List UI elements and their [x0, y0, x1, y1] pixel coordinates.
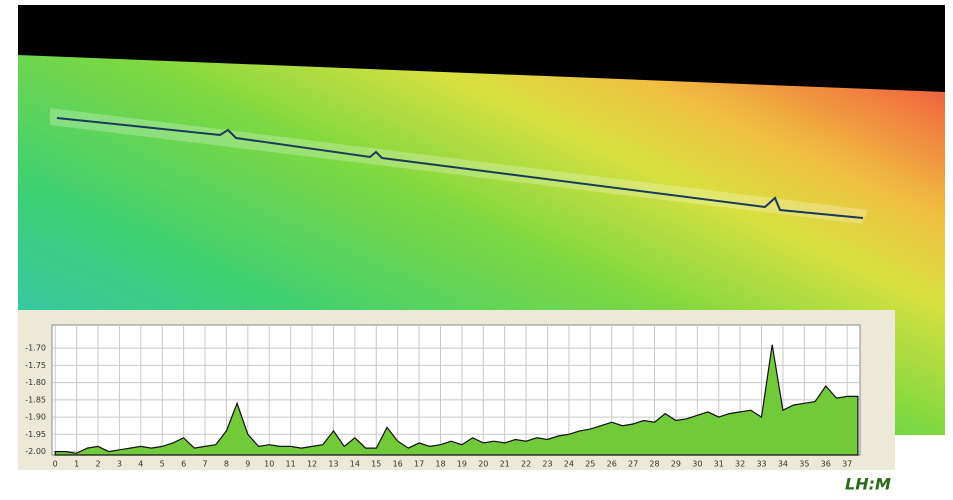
x-tick-label: 16 [393, 460, 403, 469]
x-tick-label: 0 [53, 460, 58, 469]
x-tick-label: 22 [521, 460, 531, 469]
y-tick-label: -2.00 [25, 447, 46, 456]
x-tick-label: 2 [95, 460, 100, 469]
x-tick-label: 35 [799, 460, 809, 469]
x-tick-label: 17 [414, 460, 424, 469]
x-tick-label: 31 [714, 460, 724, 469]
x-tick-label: 7 [202, 460, 207, 469]
brand-logo: LH:M [845, 475, 891, 494]
x-tick-label: 19 [457, 460, 467, 469]
x-tick-label: 8 [224, 460, 229, 469]
x-tick-label: 25 [585, 460, 595, 469]
x-tick-label: 27 [628, 460, 638, 469]
x-tick-label: 32 [735, 460, 745, 469]
y-tick-label: -1.95 [25, 430, 46, 439]
x-tick-label: 14 [350, 460, 360, 469]
y-tick-label: -1.85 [25, 395, 46, 404]
x-tick-label: 11 [286, 460, 296, 469]
x-tick-label: 18 [435, 460, 445, 469]
screen: -1.70-1.75-1.80-1.85-1.90-1.95-2.0001234… [0, 0, 953, 500]
x-tick-label: 6 [181, 460, 186, 469]
x-tick-label: 1 [74, 460, 79, 469]
x-tick-label: 37 [842, 460, 852, 469]
x-tick-label: 24 [564, 460, 574, 469]
x-tick-label: 26 [607, 460, 617, 469]
x-tick-label: 5 [160, 460, 165, 469]
y-tick-label: -1.80 [25, 378, 46, 387]
x-tick-label: 12 [307, 460, 317, 469]
x-tick-label: 23 [542, 460, 552, 469]
x-tick-label: 34 [778, 460, 788, 469]
x-tick-label: 30 [692, 460, 702, 469]
x-tick-label: 3 [117, 460, 122, 469]
x-tick-label: 29 [671, 460, 681, 469]
x-tick-label: 28 [649, 460, 659, 469]
x-tick-label: 21 [500, 460, 510, 469]
y-tick-label: -1.70 [25, 344, 46, 353]
x-tick-label: 15 [371, 460, 381, 469]
y-tick-label: -1.90 [25, 413, 46, 422]
x-tick-label: 20 [478, 460, 488, 469]
x-tick-label: 36 [821, 460, 831, 469]
y-tick-label: -1.75 [25, 361, 46, 370]
x-tick-label: 4 [138, 460, 143, 469]
x-tick-label: 9 [245, 460, 250, 469]
x-tick-label: 13 [328, 460, 338, 469]
x-tick-label: 33 [756, 460, 766, 469]
x-tick-label: 10 [264, 460, 274, 469]
